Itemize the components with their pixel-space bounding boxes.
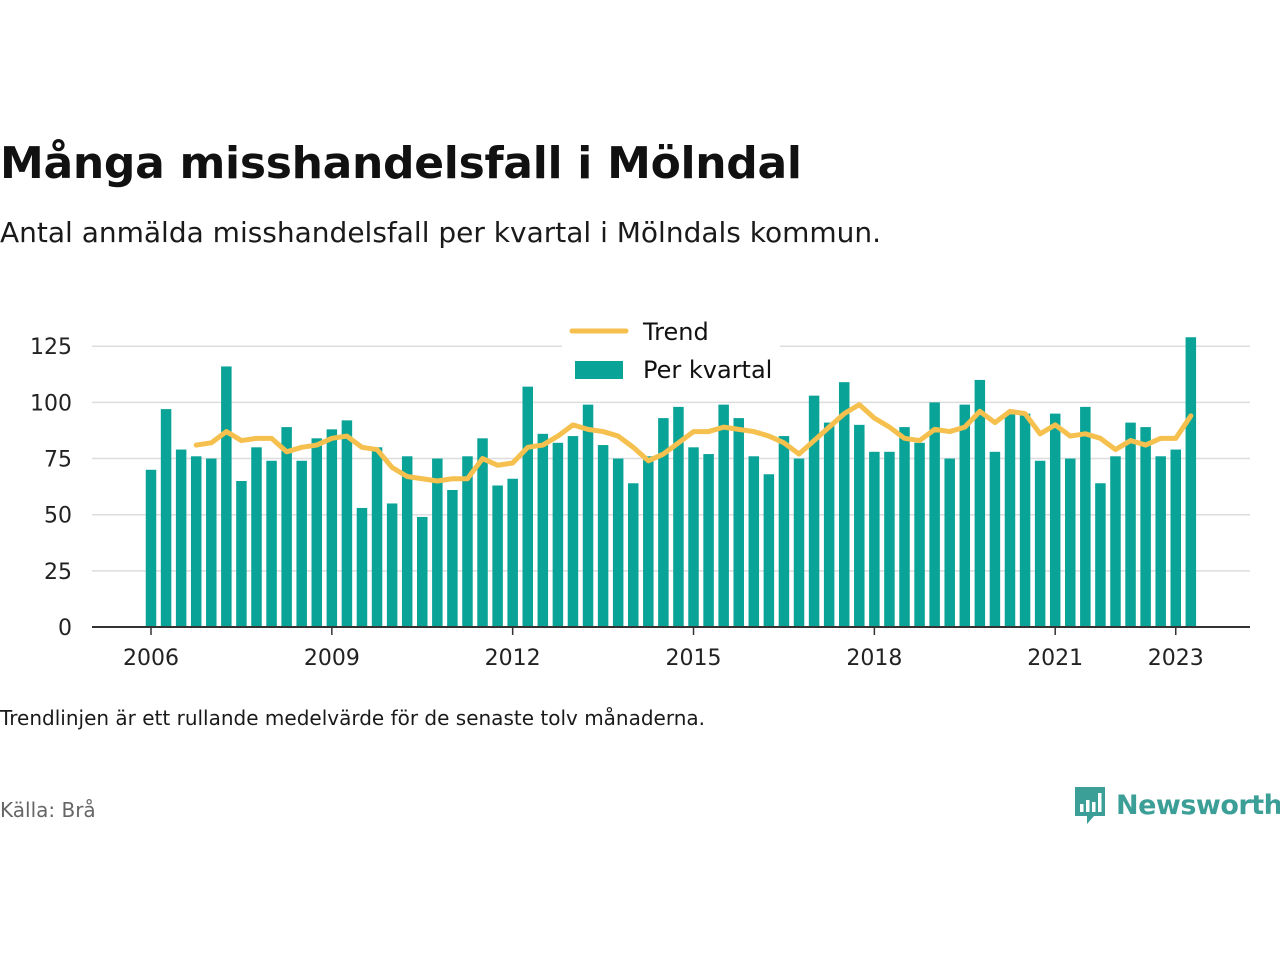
x-tick-label: 2018 [846,646,902,671]
bar [884,451,895,627]
x-tick-label: 2012 [485,646,541,671]
bar [778,436,790,627]
y-tick-label: 0 [58,616,72,641]
bar [733,418,744,627]
y-tick-label: 100 [30,391,72,416]
bar [567,436,579,627]
bar [417,516,428,627]
x-tick-label: 2023 [1148,646,1204,671]
bar [1065,458,1076,627]
bar [597,445,609,627]
y-tick-label: 125 [30,335,72,360]
bar [492,485,503,627]
bar [944,458,955,627]
bar [221,366,232,627]
trend-line [193,402,1194,484]
bar [1019,413,1031,627]
bar [356,507,368,627]
bar [145,469,157,627]
bar [1110,456,1121,627]
x-tick-label: 2021 [1027,646,1083,671]
x-tick-label: 2015 [666,646,722,671]
source-label: Källa: Brå [0,798,96,822]
bar [1004,413,1016,627]
bar [281,427,292,627]
bar [175,449,187,627]
bar [763,474,775,627]
bar [190,456,202,627]
bar [296,460,307,627]
bar [1049,413,1061,627]
bar-series [145,337,1197,627]
bar [462,456,473,627]
y-axis-ticks: 0 25 50 75 100 125 [30,335,72,641]
bar [552,442,564,627]
newsworthy-logo-icon [1075,787,1105,824]
bar [748,456,760,627]
bar [899,427,910,627]
chart-title: Många misshandelsfall i Mölndal [0,138,802,189]
bar [1140,427,1151,627]
bar [793,458,805,627]
bar [386,503,398,627]
bar [401,456,413,627]
x-axis-ticks: 2006 2009 2012 2015 2018 2021 2023 [123,627,1204,671]
bar [1155,456,1166,627]
bar [1125,422,1136,627]
bar [311,438,323,627]
bar [959,404,971,627]
bar [447,489,458,627]
bar [673,406,684,627]
bar [823,422,835,627]
bar [251,447,262,627]
chart-note: Trendlinjen är ett rullande medelvärde f… [0,706,706,730]
bar [989,451,1001,627]
bar [477,438,488,627]
bar [326,429,338,627]
chart-subtitle: Antal anmälda misshandelsfall per kvarta… [0,216,882,249]
bar [688,447,699,627]
bar [1034,460,1046,627]
y-tick-label: 50 [44,504,72,529]
bar [914,442,925,627]
bar [371,447,383,627]
brand-logo: Newsworthy [1072,784,1280,826]
bar [522,386,533,627]
bar [838,382,850,627]
bar [582,404,594,627]
bar [612,458,624,627]
bar [341,420,353,627]
y-tick-label: 75 [44,448,72,473]
x-tick-label: 2009 [304,646,360,671]
bar [929,402,940,627]
brand-name: Newsworthy [1116,789,1280,821]
bar [1095,483,1106,627]
bar [266,460,277,627]
x-tick-label: 2006 [123,646,179,671]
bar [236,481,247,627]
bar [643,456,654,627]
legend-bar-label: Per kvartal [643,356,772,384]
bar [206,458,217,627]
bar [432,458,443,627]
legend: Trend Per kvartal [562,310,780,390]
bar [869,451,880,627]
legend-trend-label: Trend [642,318,709,346]
y-tick-label: 25 [44,560,72,585]
bar [627,483,639,627]
bar [718,404,729,627]
bar [1185,337,1197,627]
legend-bar-swatch [575,361,623,379]
bar [703,454,714,627]
bar [974,379,986,627]
bar [808,395,820,627]
bar [507,478,518,627]
bar [854,424,865,627]
bar [658,418,669,627]
bar [1170,449,1182,627]
bar [160,409,172,627]
bar [537,433,549,627]
bar [1080,406,1091,627]
